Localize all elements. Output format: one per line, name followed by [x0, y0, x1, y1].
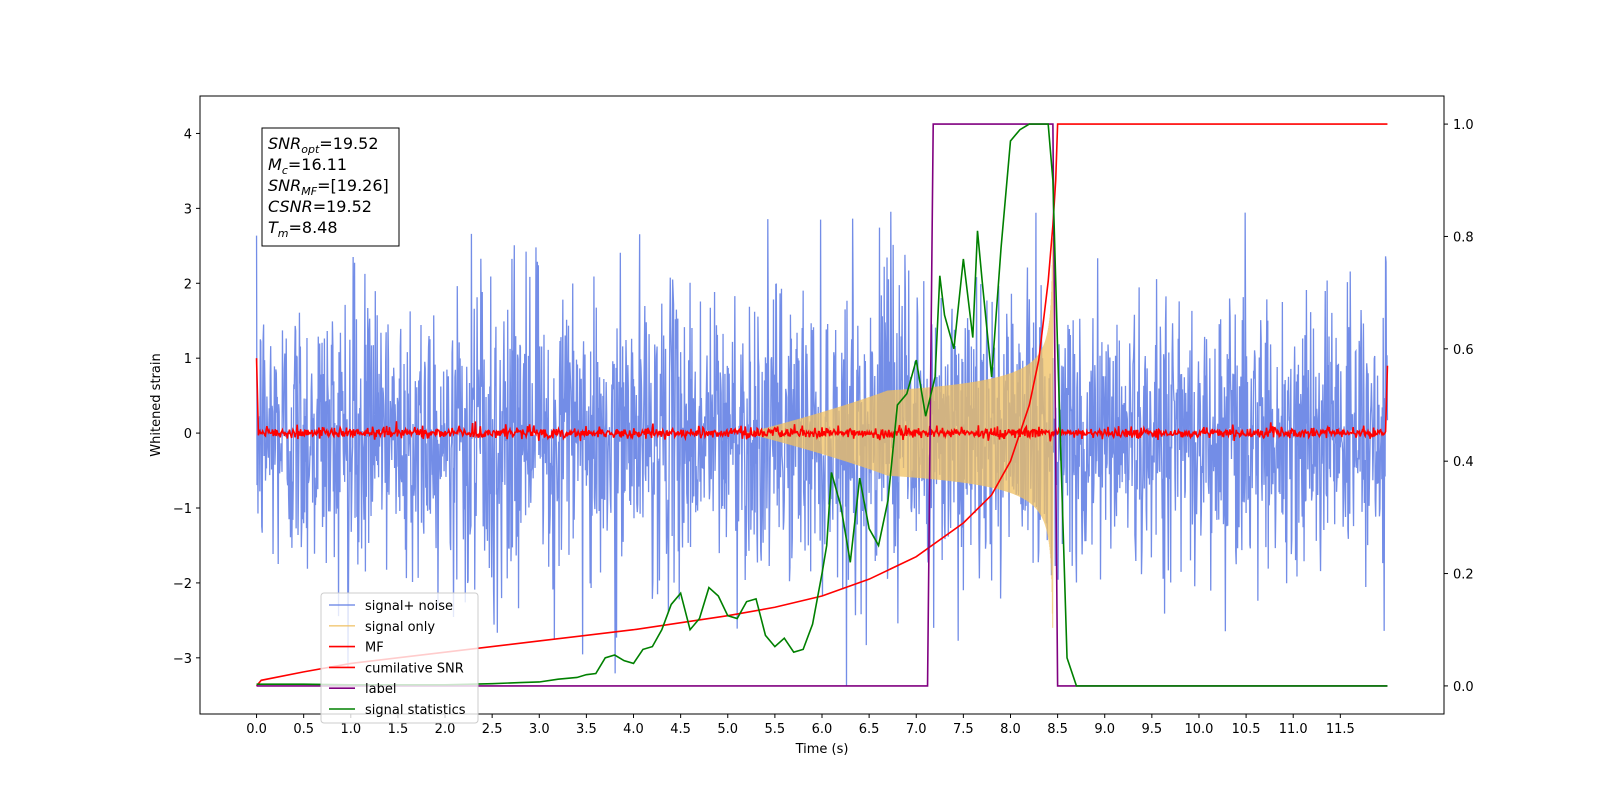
x-tick-label: 4.5	[670, 722, 691, 737]
x-tick-label: 5.0	[717, 722, 738, 737]
legend: signal+ noise signal only MF cumilative SNR…	[320, 592, 479, 724]
annotation-line: SNRMF=[19.26]	[268, 176, 389, 198]
x-tick-label: 7.5	[953, 722, 974, 737]
y2-tick-label: 0.8	[1453, 230, 1474, 245]
x-tick-label: 10.5	[1232, 722, 1261, 737]
x-tick-label: 3.0	[529, 722, 550, 737]
x-tick-label: 1.0	[340, 722, 361, 737]
x-tick-label: 8.5	[1047, 722, 1068, 737]
x-tick-label: 8.0	[1000, 722, 1021, 737]
annotation-frame	[261, 127, 400, 247]
x-tick-label: 0.5	[293, 722, 314, 737]
y2-tick-label: 1.0	[1453, 118, 1474, 133]
series-mf	[255, 358, 1389, 442]
y2-tick-label: 0.4	[1453, 455, 1474, 470]
y-tick-label: −1	[173, 502, 192, 517]
y-tick-label: −3	[173, 652, 192, 667]
y-tick-label: 1	[184, 352, 192, 367]
x-tick-label: 0.0	[246, 722, 267, 737]
x-tick-label: 4.0	[623, 722, 644, 737]
x-tick-label: 2.5	[482, 722, 503, 737]
y-tick-label: 2	[184, 277, 192, 292]
legend-entry-label: signal+ noise	[365, 599, 453, 614]
x-tick-label: 11.0	[1279, 722, 1308, 737]
annotation-line: SNRopt=19.52	[268, 134, 379, 156]
legend-frame	[320, 592, 479, 724]
x-tick-label: 3.5	[576, 722, 597, 737]
annotation-line: Mc=16.11	[268, 155, 347, 177]
x-tick-label: 9.0	[1094, 722, 1115, 737]
legend-entry-label: MF	[365, 641, 384, 656]
annotation-line: Tm=8.48	[268, 218, 338, 240]
y-tick-label: −2	[173, 577, 192, 592]
series-signal-statistics	[256, 123, 1388, 687]
x-tick-label: 1.5	[388, 722, 409, 737]
x-tick-label: 6.0	[812, 722, 833, 737]
x-axis-label: Time (s)	[795, 742, 849, 757]
y2-tick-label: 0.6	[1453, 343, 1474, 358]
x-tick-label: 9.5	[1142, 722, 1163, 737]
y-axis-label: Whitened strain	[149, 353, 164, 456]
x-tick-label: 5.5	[765, 722, 786, 737]
legend-entry-label: signal statistics	[365, 703, 466, 718]
x-tick-label: 2.0	[435, 722, 456, 737]
annotation-line: CSNR=19.52	[268, 197, 372, 216]
x-tick-label: 10.0	[1184, 722, 1213, 737]
legend-entry-label: signal only	[365, 620, 435, 635]
y2-tick-label: 0.2	[1453, 568, 1474, 583]
series-signal-only	[746, 238, 1054, 628]
x-tick-label: 7.0	[906, 722, 927, 737]
y-tick-label: 3	[184, 202, 192, 217]
legend-entry-label: cumilative SNR	[365, 661, 464, 676]
y-tick-label: 4	[184, 127, 192, 142]
y-tick-label: 0	[184, 427, 192, 442]
annotation-box: SNRopt=19.52Mc=16.11SNRMF=[19.26]CSNR=19…	[261, 127, 400, 247]
x-tick-label: 11.5	[1326, 722, 1355, 737]
x-tick-label: 6.5	[859, 722, 880, 737]
y2-tick-label: 0.0	[1453, 680, 1474, 695]
legend-entry-label: label	[365, 682, 396, 697]
